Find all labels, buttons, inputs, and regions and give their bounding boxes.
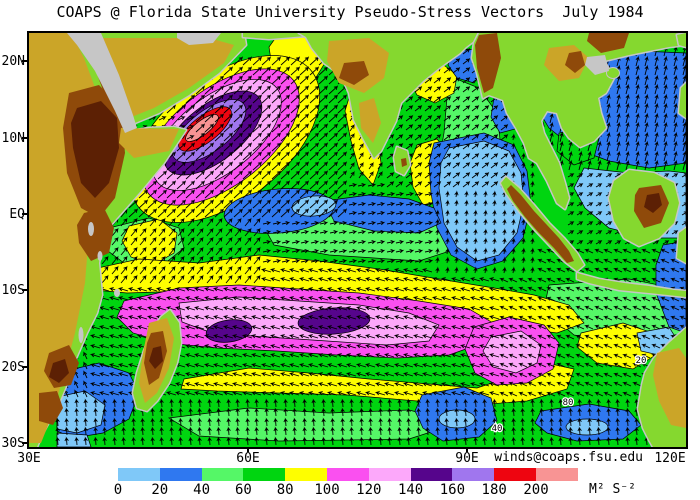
y-tick-label-20S: 20S [1,359,25,375]
y-tick-mark [22,289,28,292]
contour-labels: 20 80 40 [490,355,647,436]
masked-water [67,33,609,343]
landmass [241,33,308,41]
topography-patch [565,51,585,73]
vector-arrows-equatorial-central [262,182,434,264]
topography-patch [149,346,163,369]
colorbar-segment-6 [368,468,411,481]
lake [97,251,103,261]
topography-patch [94,38,234,118]
colorbar-segment-10 [535,468,578,481]
masked-water-region [585,55,609,75]
y-tick-label-30S: 30S [1,436,25,452]
magnitude-region [482,330,542,374]
magnitude-region [438,140,525,262]
landmass [675,33,686,49]
lake [114,289,120,297]
topography-patch [119,128,179,158]
topography-patch [653,348,686,428]
contour-label: 40 [492,424,503,434]
topography-patch [39,391,63,425]
colorbar-tick-180: 180 [481,482,507,498]
colorbar-units: M² S⁻² [589,482,636,497]
colorbar-segment-3 [243,468,286,481]
colorbar-segment-1 [159,468,202,481]
y-tick-label-10S: 10S [1,283,25,299]
masked-water-region [177,33,221,45]
map-canvas: 20 80 40 [29,33,686,447]
colorbar-segment-0 [118,468,160,481]
x-tick-label-90E: 90E [455,451,479,466]
x-tick-mark [466,447,468,452]
figure-title: COAPS @ Florida State University Pseudo-… [56,3,644,21]
magnitude-region [185,114,219,142]
y-tick-label-EQ: EQ [9,207,25,223]
colorbar-tick-20: 20 [151,482,169,498]
topography-patch [359,98,381,143]
colorbar-tick-120: 120 [356,482,382,498]
y-tick-mark [22,136,28,139]
topography-patch [49,359,69,383]
y-tick-mark [22,60,28,63]
landmass [677,81,686,120]
colorbar-segment-4 [285,468,327,481]
magnitude-shading [56,33,686,447]
x-tick-label-60E: 60E [236,451,260,466]
colorbar-segment-8 [452,468,495,481]
y-tick-mark [22,213,28,216]
colorbar-segment-2 [201,468,244,481]
masked-water-region [67,33,137,133]
x-tick-label-120E: 120E [654,451,686,466]
x-tick-label-30E: 30E [17,451,41,466]
colorbar-tick-140: 140 [397,482,424,498]
landmass [470,33,686,211]
landmass [575,271,686,299]
topography-patch [587,33,629,53]
y-tick-label-20N: 20N [1,54,25,70]
map-plot: 20 80 40 [27,31,688,449]
topography-patch [401,158,407,167]
topography [29,33,686,443]
topography-patch [507,185,574,263]
colorbar-tick-200: 200 [523,482,549,498]
colorbar-tick-40: 40 [193,482,211,498]
topography-patch [339,61,369,85]
topography-patch [77,208,114,261]
colorbar-tick-80: 80 [276,482,294,498]
y-tick-mark [22,442,28,445]
lake [78,327,84,343]
credit-email: winds@coaps.fsu.edu [494,450,643,465]
colorbar-segment-9 [494,468,536,481]
topography-patch [475,33,501,93]
colorbar-segment-7 [410,468,453,481]
lake [88,222,94,236]
colorbar-tick-0: 0 [113,482,123,498]
topography-patch [71,101,119,198]
landmass [675,226,686,265]
colorbar-tick-160: 160 [439,482,466,498]
colorbar-segment-5 [326,468,369,481]
landmass-hainan [606,67,620,79]
topography-patch [644,193,662,213]
y-tick-mark [22,365,28,368]
contour-label: 20 [636,356,647,366]
colorbar [118,468,578,481]
y-tick-label-10N: 10N [1,130,25,146]
contour-label: 80 [563,398,574,408]
colorbar-tick-60: 60 [234,482,252,498]
x-tick-mark [247,447,249,452]
colorbar-tick-100: 100 [314,482,340,498]
